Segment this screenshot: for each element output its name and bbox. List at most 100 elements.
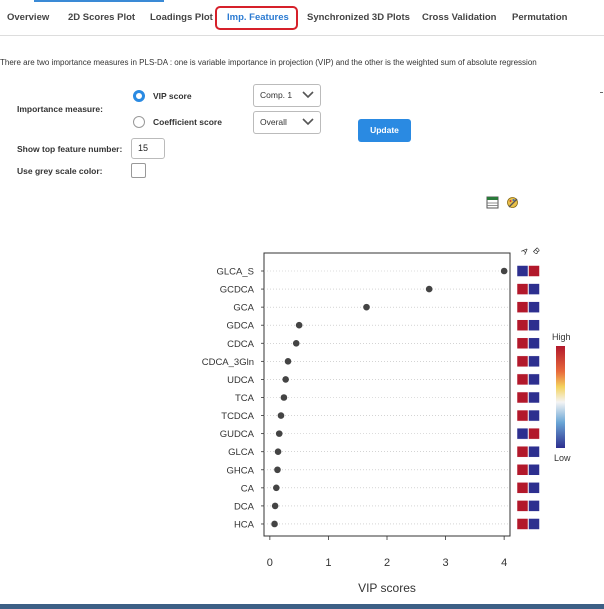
feature-label: UDCA <box>227 375 255 386</box>
heatmap-cell <box>516 427 529 440</box>
coefficient-score-radio[interactable] <box>133 116 145 128</box>
vip-point <box>271 502 279 510</box>
vip-score-radio[interactable] <box>133 90 145 102</box>
feature-label: GLCA <box>228 447 255 458</box>
x-tick-label: 3 <box>443 557 449 569</box>
feature-label: TCA <box>235 393 255 404</box>
vip-point <box>363 303 370 311</box>
importance-measure-label: Importance measure: <box>17 104 103 114</box>
heatmap-cell <box>528 409 540 422</box>
x-tick-label: 1 <box>325 557 331 569</box>
grey-scale-label: Use grey scale color: <box>17 166 103 176</box>
vip-point <box>273 484 280 492</box>
heatmap-cell <box>528 464 540 476</box>
vip-point <box>277 412 285 419</box>
coefficient-select-value: Overall <box>260 117 287 127</box>
bottom-bar <box>0 604 604 609</box>
vip-score-label: VIP score <box>153 91 192 101</box>
heatmap-cell <box>528 518 540 530</box>
heatmap-cell <box>516 464 529 476</box>
heatmap-cell <box>516 355 529 368</box>
heatmap-cell <box>528 391 540 404</box>
heatmap-cell <box>528 319 540 331</box>
tab-imp-features[interactable]: Imp. Features <box>227 12 289 23</box>
vip-point <box>275 430 283 437</box>
palette-settings-icon[interactable] <box>506 196 519 209</box>
heatmap-cell <box>528 355 540 368</box>
feature-label: GDCA <box>227 321 255 332</box>
heatmap-cell <box>528 337 540 350</box>
chevron-down-icon <box>302 118 314 126</box>
active-tab-highlight <box>215 6 298 30</box>
tab-indicator <box>34 0 164 2</box>
heatmap-cell <box>516 319 529 331</box>
feature-label: GCDCA <box>220 285 255 296</box>
top-feature-label: Show top feature number: <box>17 144 123 154</box>
vip-point <box>295 321 303 329</box>
heatmap-cell <box>516 373 529 386</box>
heatmap-cell <box>516 500 529 512</box>
heatmap-cell <box>528 500 540 512</box>
feature-label: GCA <box>233 303 254 314</box>
feature-label: HCA <box>234 519 255 530</box>
heatmap-cell <box>516 265 529 277</box>
component-select[interactable]: Comp. 1 <box>253 84 321 107</box>
vip-point <box>274 448 282 456</box>
tab-2d-scores[interactable]: 2D Scores Plot <box>68 12 136 23</box>
feature-label: GLCA_S <box>217 267 255 278</box>
tab-cross-validation[interactable]: Cross Validation <box>422 12 497 23</box>
heatmap-cell <box>516 518 529 530</box>
grey-scale-checkbox[interactable] <box>131 163 146 178</box>
heatmap-cell <box>516 301 529 313</box>
tab-overview[interactable]: Overview <box>7 12 50 23</box>
x-tick-label: 0 <box>267 557 273 569</box>
heatmap-cell <box>516 337 529 350</box>
legend-high-label: High <box>552 332 571 342</box>
x-tick-label: 4 <box>501 557 507 569</box>
vip-point <box>500 267 508 275</box>
tab-loadings[interactable]: Loadings Plot <box>150 12 213 23</box>
component-select-value: Comp. 1 <box>260 90 293 100</box>
color-scale-bar <box>556 346 565 448</box>
legend-low-label: Low <box>554 453 571 463</box>
feature-label: CA <box>241 483 255 494</box>
table-icon[interactable] <box>486 196 499 209</box>
plot-frame <box>263 252 511 537</box>
feature-label: GHCA <box>227 465 255 476</box>
heatmap-cell <box>528 301 540 313</box>
heatmap-cell <box>528 283 540 295</box>
description-text: There are two importance measures in PLS… <box>0 58 537 67</box>
heatmap-cell <box>528 265 540 277</box>
feature-label: TCDCA <box>221 411 254 422</box>
vip-point <box>292 339 300 347</box>
heatmap-cell <box>528 482 540 494</box>
update-button[interactable]: Update <box>358 119 411 142</box>
tab-divider <box>0 35 604 36</box>
vip-point <box>280 394 288 401</box>
heatmap-cell <box>528 445 540 458</box>
feature-label: CDCA_3Gln <box>202 357 254 368</box>
top-feature-value: 15 <box>138 143 149 153</box>
feature-label: CDCA <box>227 339 255 350</box>
vip-point <box>282 376 289 383</box>
heatmap-cell <box>528 373 540 386</box>
group-label: B <box>531 245 542 256</box>
feature-label: GUDCA <box>220 429 255 440</box>
chevron-down-icon <box>302 91 314 99</box>
vip-point <box>271 520 278 528</box>
heatmap-cell <box>516 482 529 494</box>
heatmap-cell <box>516 283 529 295</box>
vip-point <box>284 358 292 365</box>
heatmap-cell <box>516 445 529 458</box>
heatmap-cell <box>528 427 540 440</box>
top-feature-input[interactable]: 15 <box>131 138 165 159</box>
dash-mark <box>600 92 603 93</box>
tab-sync-3d[interactable]: Synchronized 3D Plots <box>307 12 410 23</box>
coefficient-select[interactable]: Overall <box>253 111 321 134</box>
group-label: A <box>520 245 531 256</box>
feature-label: DCA <box>234 501 255 512</box>
vip-point <box>425 285 433 293</box>
tab-permutation[interactable]: Permutation <box>512 12 568 23</box>
x-tick-label: 2 <box>384 557 390 569</box>
